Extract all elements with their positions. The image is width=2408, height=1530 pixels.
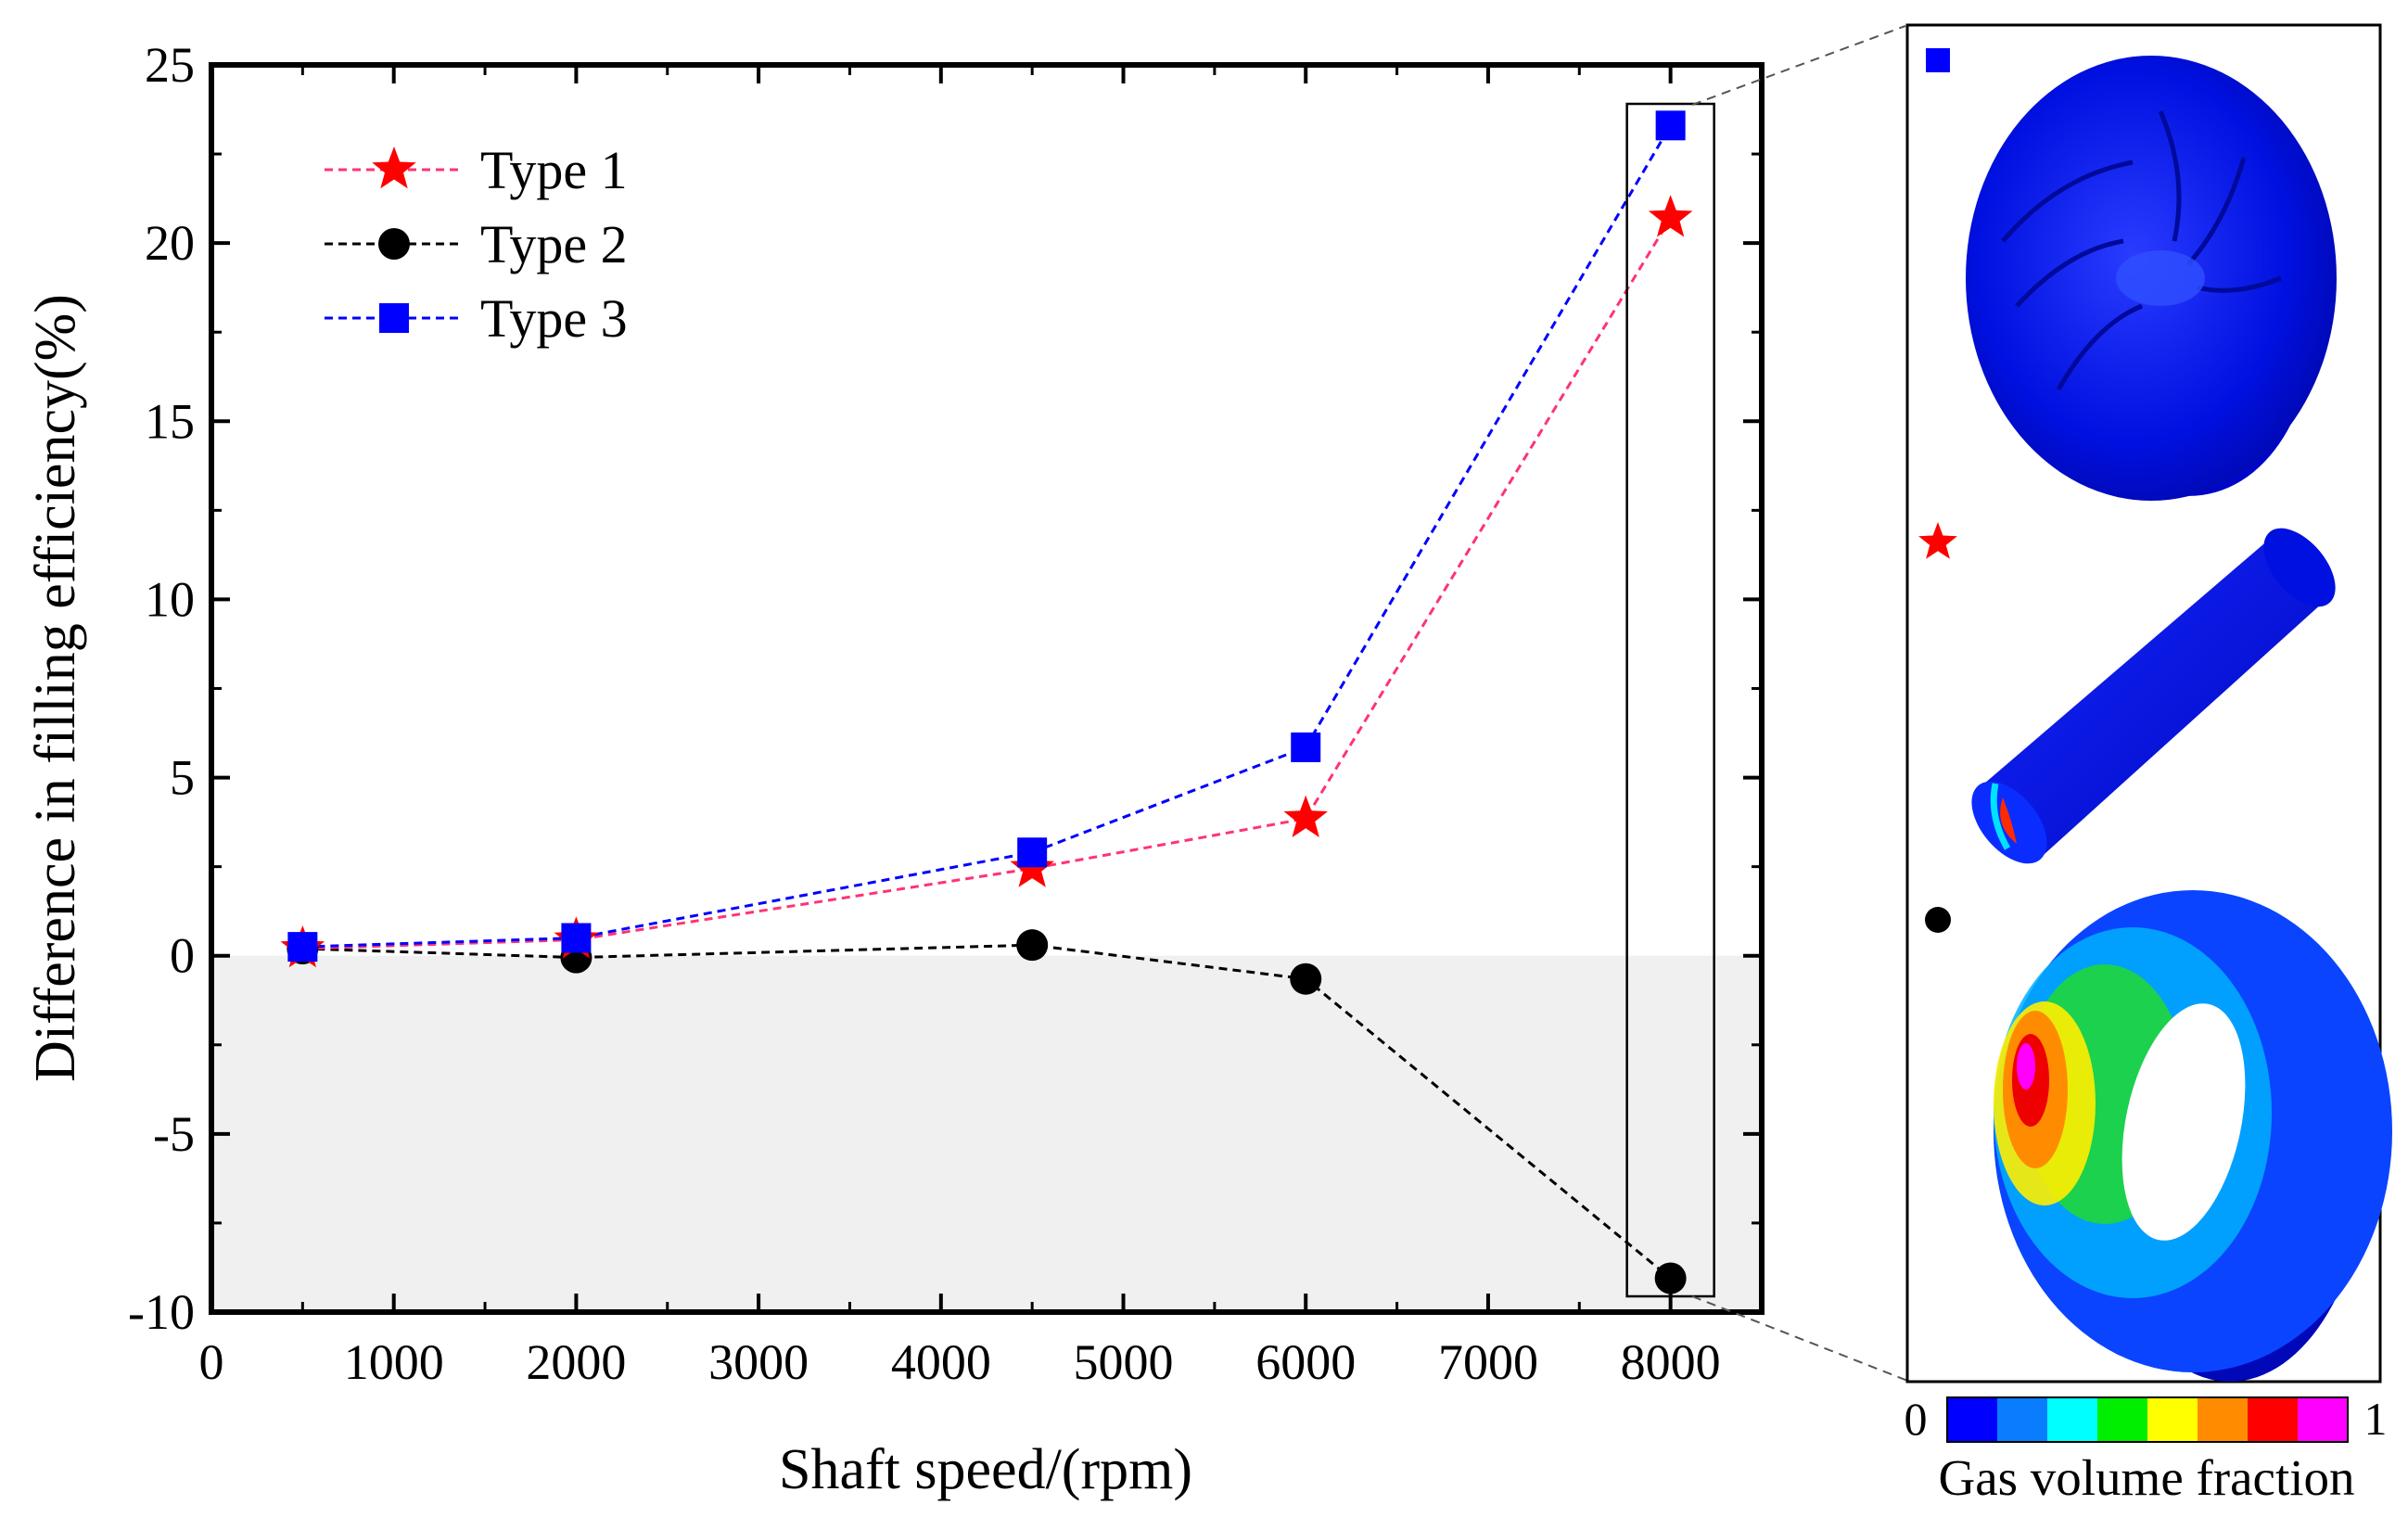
y-tick-label: 10 [145, 571, 195, 627]
plot-area [280, 110, 1693, 1294]
colorbar-segment [1947, 1397, 1998, 1442]
x-tick-label: 2000 [526, 1334, 626, 1390]
x-tick-label: 3000 [708, 1334, 809, 1390]
x-tick-label: 6000 [1255, 1334, 1356, 1390]
x-tick-label: 8000 [1621, 1334, 1721, 1390]
inset-type3-marker [1926, 48, 1950, 72]
y-tick-label: 5 [170, 750, 195, 806]
colorbar-title: Gas volume fraction [1938, 1449, 2354, 1506]
data-point-type-1 [1283, 795, 1328, 837]
colorbar-segment [2198, 1397, 2249, 1442]
inset-panel: 0 1 Gas volume fraction [1905, 23, 2392, 1506]
colorbar-min-label: 0 [1905, 1393, 1928, 1445]
legend-label: Type 2 [480, 214, 628, 274]
colorbar-max-label: 1 [2364, 1393, 2388, 1445]
legend-marker [378, 228, 410, 260]
colorbar-segment [2147, 1397, 2198, 1442]
colorbar-segment [2097, 1397, 2148, 1442]
data-point-type-2 [1654, 1262, 1687, 1294]
zoom-connector-top [1691, 25, 1906, 106]
y-tick-label: 15 [145, 393, 195, 449]
legend-marker [379, 303, 409, 333]
data-point-type-3 [287, 932, 318, 963]
legend-label: Type 3 [480, 288, 628, 349]
inset-type2-marker [1925, 907, 1951, 933]
x-tick-label: 1000 [344, 1334, 444, 1390]
y-tick-label: 20 [145, 215, 195, 271]
x-tick-label: 0 [199, 1334, 224, 1390]
data-point-type-3 [1017, 837, 1048, 868]
colorbar-segment [2248, 1397, 2299, 1442]
axis-ticks: 0 1000 2000 3000 4000 5000 6000 7000 8000 -10 -5 0 5… [128, 37, 1762, 1390]
legend-label: Type 1 [480, 140, 628, 200]
zoom-connector-bottom [1691, 1295, 1911, 1383]
negative-region-shading [211, 955, 1762, 1312]
x-axis-label: Shaft speed/(rpm) [779, 1438, 1192, 1501]
y-tick-label: 0 [170, 928, 195, 984]
data-point-type-3 [561, 923, 592, 953]
series-line-type-1 [302, 217, 1672, 950]
x-tick-label: 5000 [1074, 1334, 1174, 1390]
colorbar-segment [2298, 1397, 2349, 1442]
data-point-type-3 [1655, 110, 1686, 141]
type1-cylinder-image [1971, 528, 2336, 864]
data-point-type-2 [1290, 963, 1322, 995]
y-tick-label: -5 [153, 1106, 195, 1162]
y-tick-label: 25 [145, 37, 195, 93]
legend: Type 1 Type 2 Type 3 [325, 140, 628, 349]
data-point-type-3 [1291, 732, 1321, 762]
series-markers [280, 110, 1693, 1294]
colorbar-segment [2047, 1397, 2098, 1442]
x-tick-label: 7000 [1438, 1334, 1538, 1390]
data-point-type-2 [1016, 929, 1049, 962]
legend-marker [372, 147, 416, 189]
x-tick-label: 4000 [891, 1334, 991, 1390]
colorbar-outline [1946, 1396, 2349, 1443]
type2-annulus-image [1994, 890, 2392, 1382]
type3-impeller-image [1966, 56, 2337, 501]
y-axis-label: Difference in filling efficiency(%) [24, 294, 87, 1082]
colorbar-segment [1997, 1397, 2048, 1442]
inset-type1-marker [1918, 522, 1957, 559]
data-point-type-1 [1648, 195, 1693, 237]
colorbar [1946, 1396, 2349, 1443]
y-tick-label: -10 [128, 1284, 195, 1340]
